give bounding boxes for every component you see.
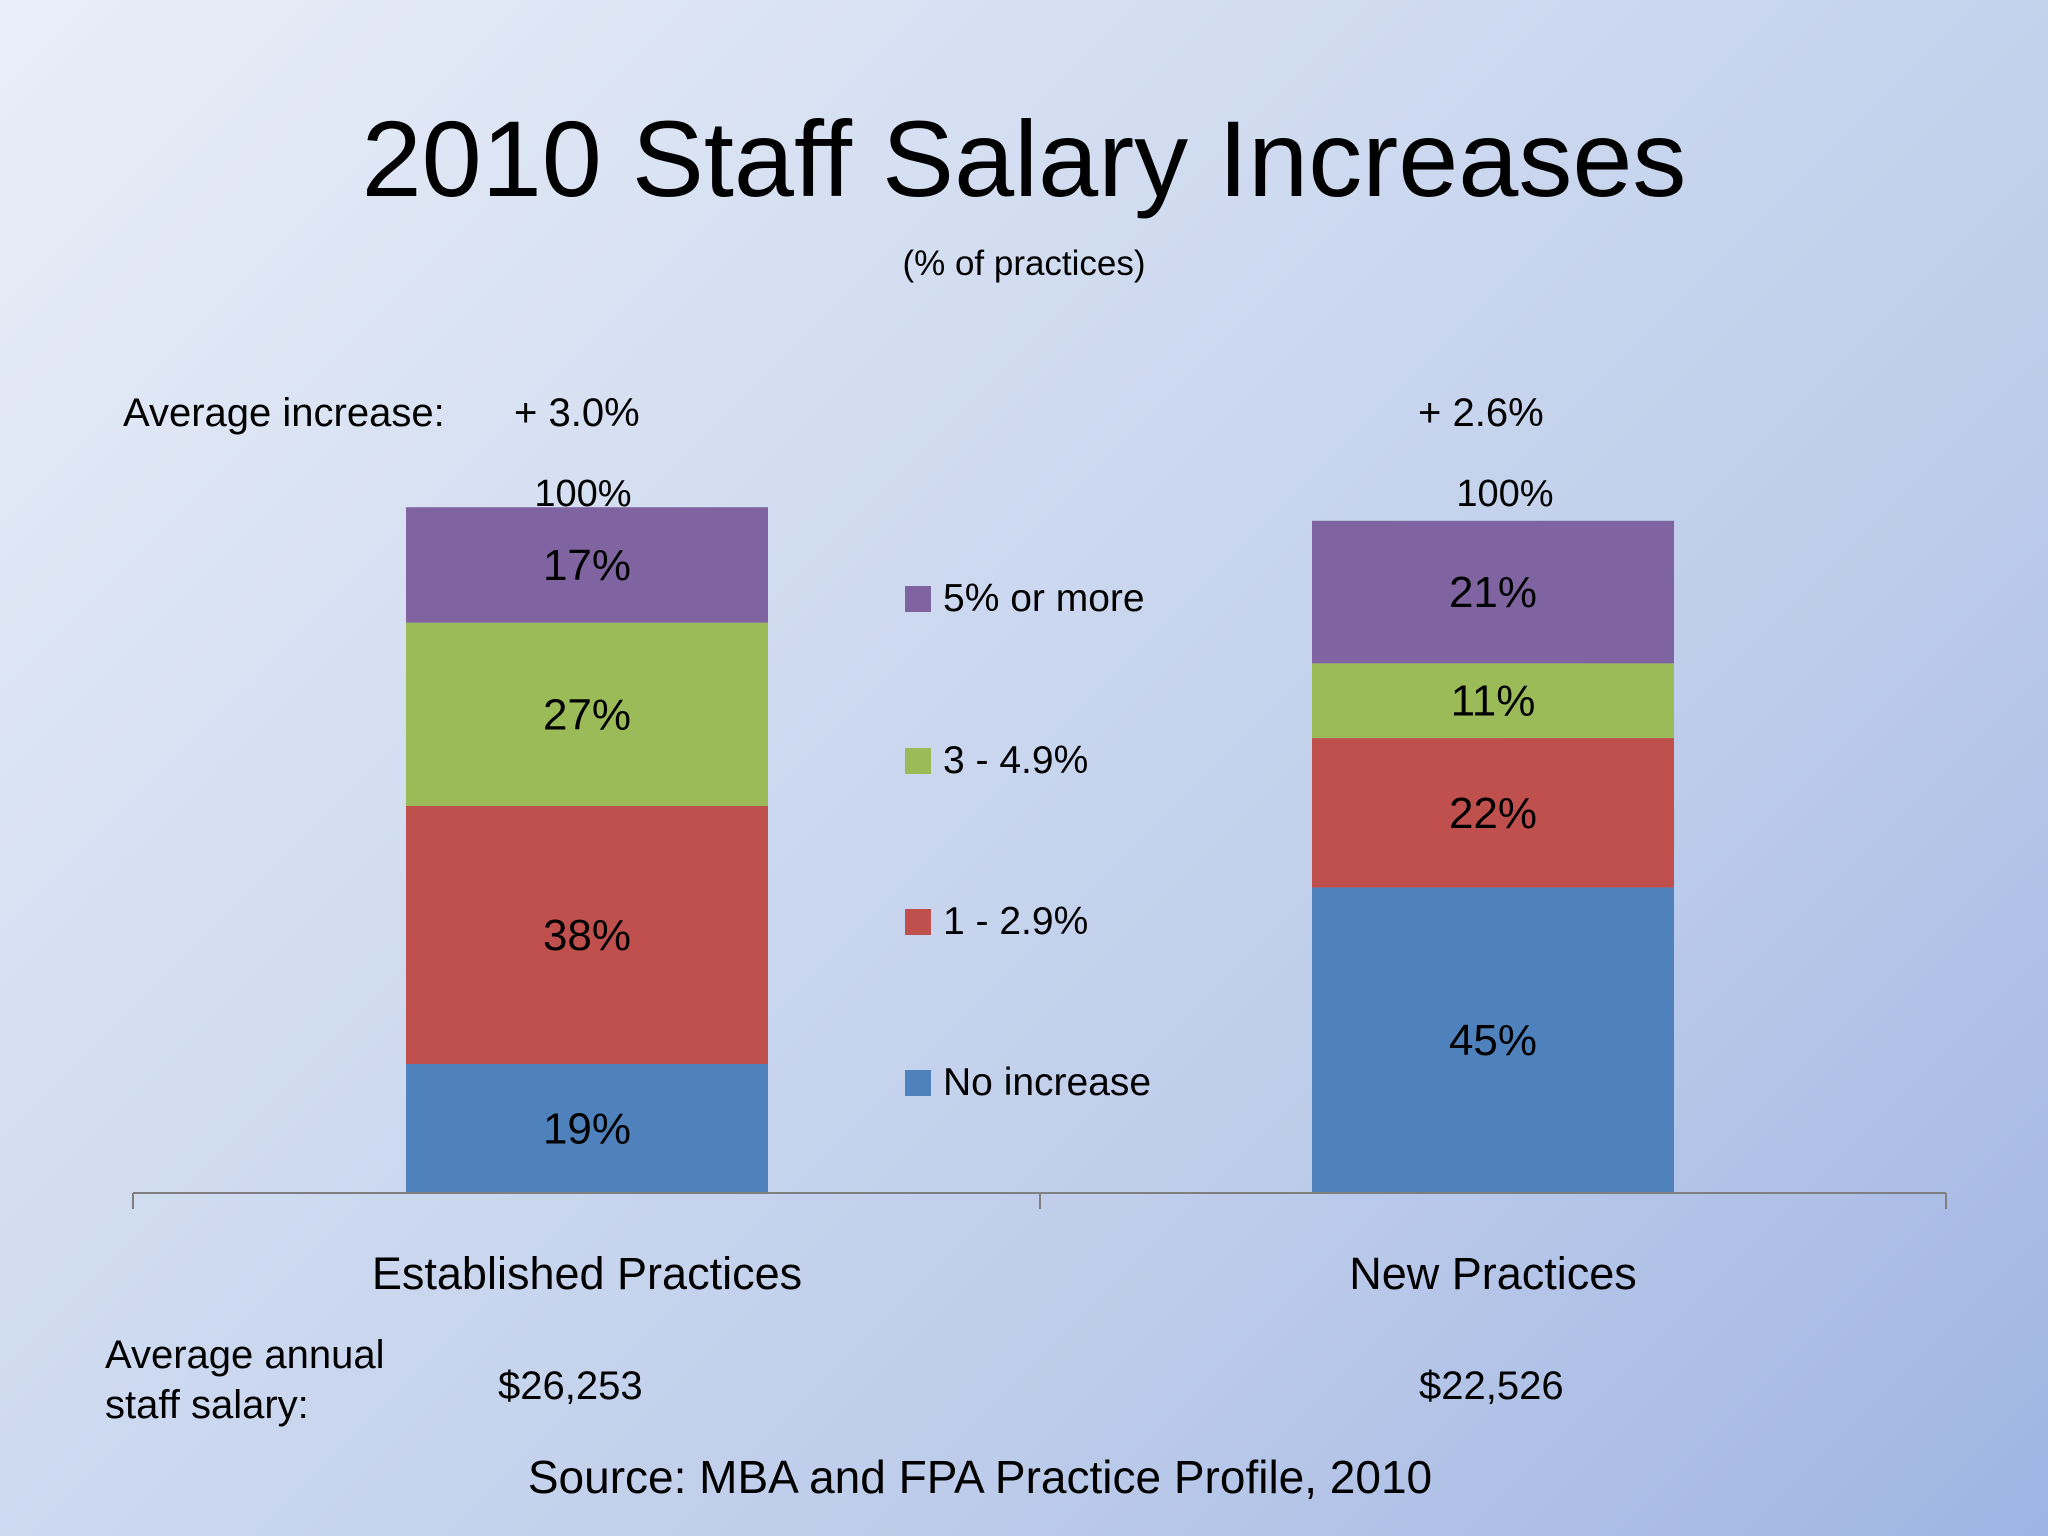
source-note: Source: MBA and FPA Practice Profile, 20… [527,1451,1433,1503]
legend-label-3-4-9: 3 - 4.9% [943,739,1089,782]
data-label-new-practices-no-increase: 45% [1449,1016,1537,1065]
bar-segment-established-practices-1-2-9 [406,805,768,1064]
data-label-new-practices-3-4-9: 11% [1451,677,1536,726]
data-label-new-practices-1-2-9: 22% [1449,789,1537,838]
bar-segment-established-practices-5-or-more [406,507,768,623]
category-label-new: New Practices [1349,1248,1637,1299]
legend-label-5-or-more: 5% or more [943,577,1145,620]
legend-swatch-no-increase [905,1070,931,1096]
data-label-new-practices-5-or-more: 21% [1449,568,1537,617]
bar-segment-new-practices-no-increase [1312,887,1674,1193]
legend-item-1-2-9: 1 - 2.9% [905,900,1089,943]
legend-swatch-5-or-more [905,586,931,612]
data-label-established-practices-5-or-more: 17% [543,541,631,590]
data-label-established-practices-no-increase: 19% [543,1104,631,1153]
average-increase-new: + 2.6% [1418,391,1544,435]
bar-segment-established-practices-no-increase [406,1063,768,1193]
legend-label-1-2-9: 1 - 2.9% [943,900,1089,943]
data-label-established-practices-3-4-9: 27% [543,690,631,739]
legend-item-5-or-more: 5% or more [905,577,1145,620]
legend-label-no-increase: No increase [943,1061,1152,1104]
bar-segment-new-practices-1-2-9 [1312,738,1674,888]
salary-established: $26,253 [498,1364,643,1408]
salary-new: $22,526 [1419,1364,1564,1408]
average-increase-label: Average increase: [123,391,445,435]
legend-item-no-increase: No increase [905,1061,1152,1104]
bar-segment-new-practices-5-or-more [1312,520,1674,664]
legend-swatch-3-4-9 [905,748,931,774]
legend-item-3-4-9: 3 - 4.9% [905,739,1089,782]
legend-swatch-1-2-9 [905,909,931,935]
average-increase-established: + 3.0% [514,391,640,435]
bar-segment-established-practices-3-4-9 [406,622,768,806]
bar-segment-new-practices-3-4-9 [1312,663,1674,739]
chart-subtitle: (% of practices) [902,244,1146,283]
data-label-established-practices-1-2-9: 38% [543,911,631,960]
category-label-established: Established Practices [371,1248,803,1299]
total-label-new: 100% [1456,473,1554,515]
chart-title: 2010 Staff Salary Increases [361,98,1687,219]
salary-label: Average annual staff salary: [105,1333,385,1427]
